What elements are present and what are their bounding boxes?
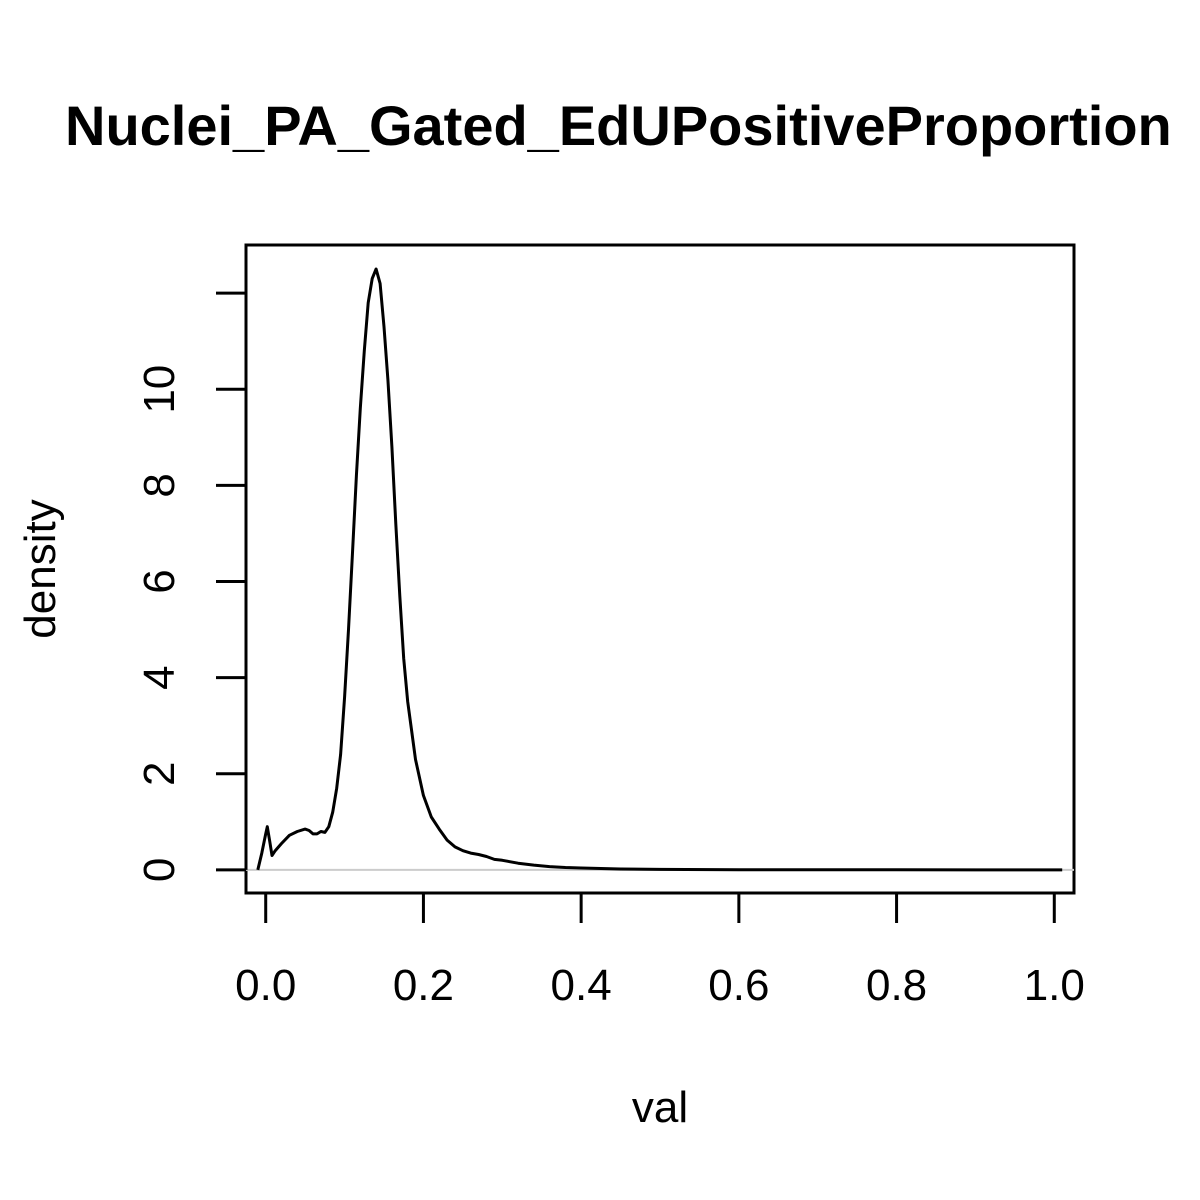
density-line (256, 267, 1063, 872)
x-axis-label: val (632, 1083, 688, 1132)
y-tick-label: 8 (135, 473, 184, 497)
y-tick-label: 0 (135, 858, 184, 882)
x-tick-label: 0.0 (235, 961, 296, 1010)
y-tick-label: 10 (135, 365, 184, 414)
x-tick-label: 0.2 (393, 961, 454, 1010)
plot-frame (244, 243, 1076, 895)
y-tick-label: 4 (135, 665, 184, 689)
y-tick-label: 2 (135, 762, 184, 786)
y-tick-label: 6 (135, 569, 184, 593)
x-tick-label: 0.6 (708, 961, 769, 1010)
x-tick-label: 0.8 (866, 961, 927, 1010)
x-tick-label: 1.0 (1024, 961, 1085, 1010)
chart-title: Nuclei_PA_Gated_EdUPositiveProportion (65, 94, 1172, 157)
y-axis-label: density (16, 499, 65, 638)
x-axis: 0.0 0.2 0.4 0.6 0.8 1.0 (235, 891, 1085, 1010)
x-tick-label: 0.4 (551, 961, 612, 1010)
y-axis: 0 2 4 6 8 10 (135, 291, 248, 882)
